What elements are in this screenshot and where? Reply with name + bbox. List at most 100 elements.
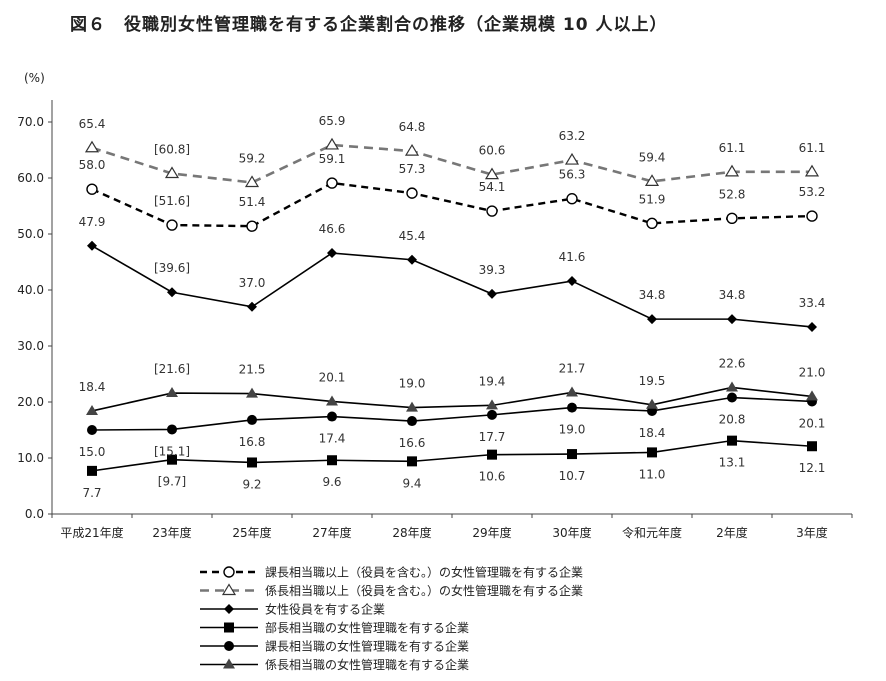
series-1 [86,177,818,232]
x-tick-label: 23年度 [152,525,191,540]
legend-label: 部長相当職の女性管理職を有する企業 [265,620,469,635]
data-point [806,210,818,222]
data-point [564,152,580,165]
y-axis-unit-label: (%) [24,71,45,85]
data-point [644,174,660,186]
x-tick-label: 29年度 [472,525,511,540]
data-point [566,386,578,397]
data-label: 52.8 [719,187,746,201]
data-point [487,288,497,299]
data-point [566,193,578,205]
data-point [247,457,257,468]
data-point [726,212,738,225]
data-point [247,301,257,312]
data-point [407,456,417,467]
data-label: 65.9 [319,114,346,128]
data-point [487,409,497,420]
data-point [327,248,337,259]
data-point [807,441,817,452]
axes: 0.0 10.0 20.0 30.0 40.0 50.0 60.0 70.0 平成21年度 23年… [17,100,853,540]
data-point [167,287,177,298]
data-label: 59.1 [319,152,346,166]
data-label: 34.8 [719,288,746,302]
data-label: [15.1] [154,444,190,458]
data-point [727,392,737,403]
x-tick-label: 平成21年度 [60,525,123,540]
x-tick-label: 25年度 [232,525,271,540]
data-point [86,404,98,415]
data-label: 57.3 [399,162,426,176]
data-label: 13.1 [719,456,746,470]
chart-title: 図６ 役職別女性管理職を有する企業割合の推移（企業規模 10 人以上） [70,15,668,35]
data-point [486,399,498,410]
data-label: 15.0 [79,445,106,459]
data-label: 11.0 [639,467,666,481]
data-point [87,425,97,435]
data-label: 7.7 [82,486,101,500]
x-tick-label: 2年度 [716,525,748,540]
legend-label: 係長相当職以上（役員を含む。）の女性管理職を有する企業 [265,583,583,598]
data-label: 65.4 [79,117,106,131]
data-label: 17.4 [319,432,346,446]
data-label: 53.2 [799,185,826,199]
data-label: 21.7 [559,361,586,375]
legend-entry: 係長相当職以上（役員を含む。）の女性管理職を有する企業 [200,583,583,598]
y-tick-label: 70.0 [17,115,44,129]
x-tick-label: 27年度 [312,525,351,540]
data-label: 16.6 [399,436,426,450]
data-label: 45.4 [399,229,426,243]
data-label: 46.6 [319,222,346,236]
data-point [407,254,417,265]
data-label: 10.7 [559,469,586,483]
series-line [91,396,813,431]
data-label: 19.0 [559,423,586,437]
data-label: 51.9 [639,192,666,206]
x-tick-label: 28年度 [392,525,431,540]
legend-marker [224,622,234,633]
data-label: 58.0 [79,158,106,172]
legend-entry: 女性役員を有する企業 [200,602,385,617]
data-label: 9.6 [322,475,341,489]
series-5 [87,392,817,435]
data-label: 19.4 [479,374,506,388]
data-label: 54.1 [479,180,506,194]
data-label: 64.8 [399,120,426,134]
legend: 課長相当職以上（役員を含む。）の女性管理職を有する企業係長相当職以上（役員を含む… [200,565,583,672]
data-point [246,220,258,232]
series-line [91,143,812,184]
data-point [806,390,818,401]
data-point [244,175,260,188]
series-4 [87,435,817,476]
legend-entry: 係長相当職の女性管理職を有する企業 [200,657,469,672]
data-label: [39.6] [154,261,190,275]
data-point [326,177,338,189]
data-point [407,416,417,427]
y-tick-label: 60.0 [17,171,44,185]
legend-entry: 課長相当職の女性管理職を有する企業 [200,639,469,654]
series-3 [87,240,817,332]
data-point [404,143,420,156]
series-2 [84,137,820,188]
data-label: 18.4 [639,426,666,440]
y-tick-label: 0.0 [25,507,44,521]
data-point [727,435,737,446]
data-label: 61.1 [719,141,746,155]
data-point [484,167,500,180]
data-label: 9.2 [242,477,261,491]
data-point [647,447,657,458]
data-point [567,449,577,460]
data-label: 21.5 [239,363,266,377]
series-line [91,181,813,228]
data-label: 61.1 [799,141,826,155]
data-point [164,166,180,179]
data-point [166,219,178,231]
data-point [646,398,658,409]
y-tick-label: 50.0 [17,227,44,241]
legend-marker [224,641,234,651]
x-tick-label: 30年度 [552,525,591,540]
data-point [326,395,338,406]
data-label: 39.3 [479,263,506,277]
data-point [246,387,258,398]
data-point [486,205,498,217]
